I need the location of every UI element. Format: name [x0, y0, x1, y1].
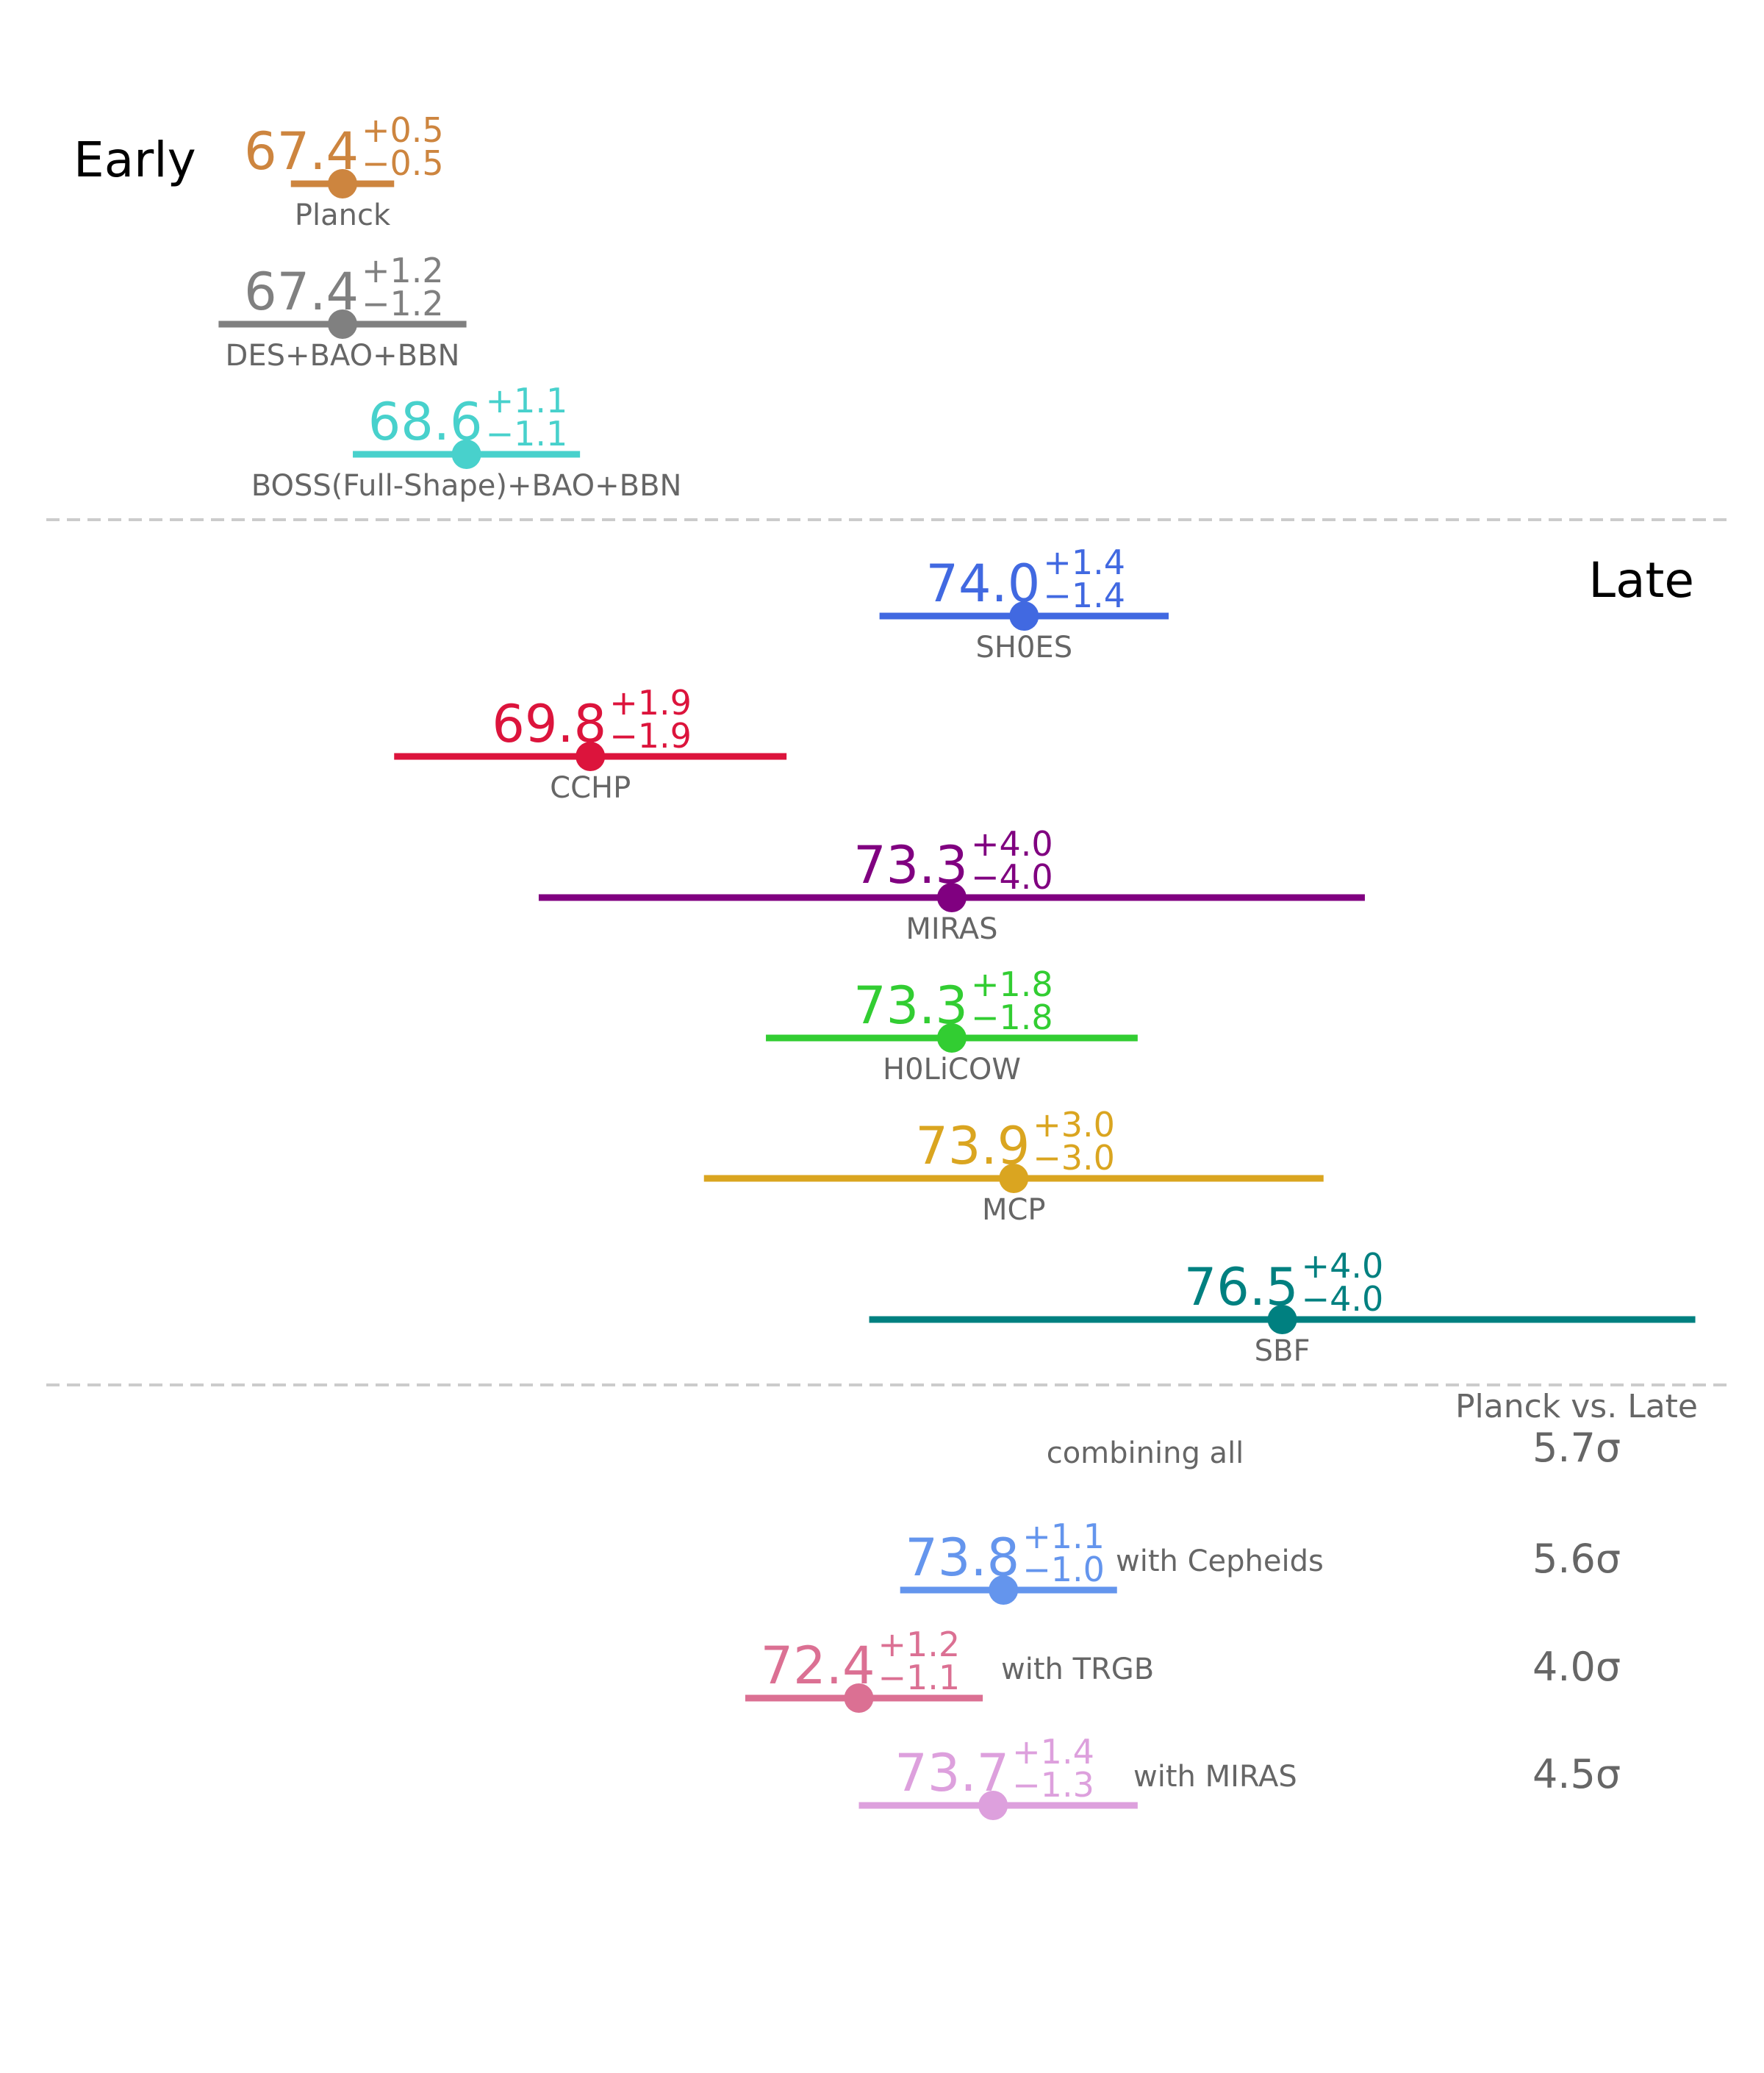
err-minus-label-mcp: −3.0: [1033, 1138, 1115, 1178]
name-label-boss-full-shape-bao-bbn: BOSS(Full-Shape)+BAO+BBN: [251, 469, 682, 503]
err-plus-label-mcp: +3.0: [1033, 1105, 1115, 1145]
err-minus-label-with-miras: −1.3: [1012, 1765, 1094, 1805]
err-minus-label-with-cepheids: −1.0: [1022, 1550, 1105, 1589]
value-label-sbf: 76.5: [1184, 1257, 1299, 1317]
err-plus-label-with-cepheids: +1.1: [1022, 1517, 1105, 1556]
value-label-cchp: 69.8: [492, 694, 606, 754]
planck-vs-late-header: Planck vs. Late: [1455, 1388, 1698, 1425]
point-mcp: [999, 1164, 1029, 1193]
value-label-sh0es: 74.0: [925, 554, 1040, 614]
err-minus-label-boss-full-shape-bao-bbn: −1.1: [486, 414, 568, 454]
err-minus-label-cchp: −1.9: [609, 716, 692, 756]
err-minus-label-sbf: −4.0: [1302, 1279, 1384, 1319]
value-label-miras: 73.3: [853, 835, 968, 895]
value-label-des-bao-bbn: 67.4: [244, 262, 359, 322]
err-minus-label-planck: −0.5: [362, 143, 444, 183]
point-boss-full-shape-bao-bbn: [451, 440, 481, 469]
point-sh0es: [1009, 601, 1039, 631]
point-sbf: [1267, 1305, 1297, 1334]
point-with-miras: [978, 1791, 1008, 1820]
name-label-h0licow: H0LiCOW: [883, 1053, 1021, 1086]
err-plus-label-miras: +4.0: [971, 824, 1053, 864]
name-label-sh0es: SH0ES: [976, 631, 1073, 665]
name-label-with-trgb: with TRGB: [1001, 1653, 1154, 1686]
err-plus-label-cchp: +1.9: [609, 683, 692, 723]
name-label-sbf: SBF: [1255, 1334, 1311, 1368]
err-plus-label-h0licow: +1.8: [971, 964, 1053, 1004]
point-with-cepheids: [989, 1575, 1019, 1605]
err-minus-label-miras: −4.0: [971, 857, 1053, 897]
name-label-with-cepheids: with Cepheids: [1116, 1544, 1324, 1578]
err-plus-label-des-bao-bbn: +1.2: [362, 251, 444, 290]
point-h0licow: [936, 1023, 967, 1053]
err-minus-label-h0licow: −1.8: [971, 998, 1053, 1037]
err-plus-label-with-miras: +1.4: [1012, 1732, 1094, 1772]
name-label-planck: Planck: [295, 198, 391, 232]
name-label-miras: MIRAS: [906, 912, 997, 946]
err-plus-label-boss-full-shape-bao-bbn: +1.1: [486, 381, 568, 420]
value-label-with-trgb: 72.4: [761, 1636, 875, 1696]
err-minus-label-sh0es: −1.4: [1043, 576, 1125, 615]
err-plus-label-sbf: +4.0: [1302, 1246, 1384, 1286]
sigma-label-with-trgb: 4.0σ: [1532, 1644, 1621, 1690]
value-label-h0licow: 73.3: [853, 975, 968, 1036]
combining-all-sigma: 5.7σ: [1532, 1425, 1621, 1471]
value-label-with-miras: 73.7: [894, 1743, 1009, 1803]
name-label-des-bao-bbn: DES+BAO+BBN: [226, 339, 460, 373]
err-minus-label-des-bao-bbn: −1.2: [362, 284, 444, 323]
point-planck: [328, 169, 357, 198]
err-minus-label-with-trgb: −1.1: [878, 1658, 961, 1697]
point-cchp: [576, 742, 606, 771]
name-label-mcp: MCP: [982, 1193, 1046, 1227]
name-label-cchp: CCHP: [550, 771, 631, 805]
value-label-mcp: 73.9: [915, 1116, 1030, 1176]
value-label-planck: 67.4: [244, 121, 359, 182]
combining-all-label: combining all: [1047, 1436, 1244, 1470]
point-miras: [936, 883, 967, 912]
err-plus-label-sh0es: +1.4: [1043, 543, 1125, 582]
err-plus-label-planck: +0.5: [362, 110, 444, 150]
sigma-label-with-cepheids: 5.6σ: [1532, 1536, 1621, 1582]
value-label-boss-full-shape-bao-bbn: 68.6: [368, 392, 483, 452]
value-label-with-cepheids: 73.8: [905, 1528, 1019, 1588]
point-des-bao-bbn: [328, 309, 357, 339]
err-plus-label-with-trgb: +1.2: [878, 1625, 961, 1664]
sigma-label-with-miras: 4.5σ: [1532, 1751, 1621, 1797]
late-section-label: Late: [1588, 552, 1694, 609]
name-label-with-miras: with MIRAS: [1133, 1760, 1297, 1794]
point-with-trgb: [844, 1683, 874, 1713]
early-section-label: Early: [74, 132, 196, 188]
